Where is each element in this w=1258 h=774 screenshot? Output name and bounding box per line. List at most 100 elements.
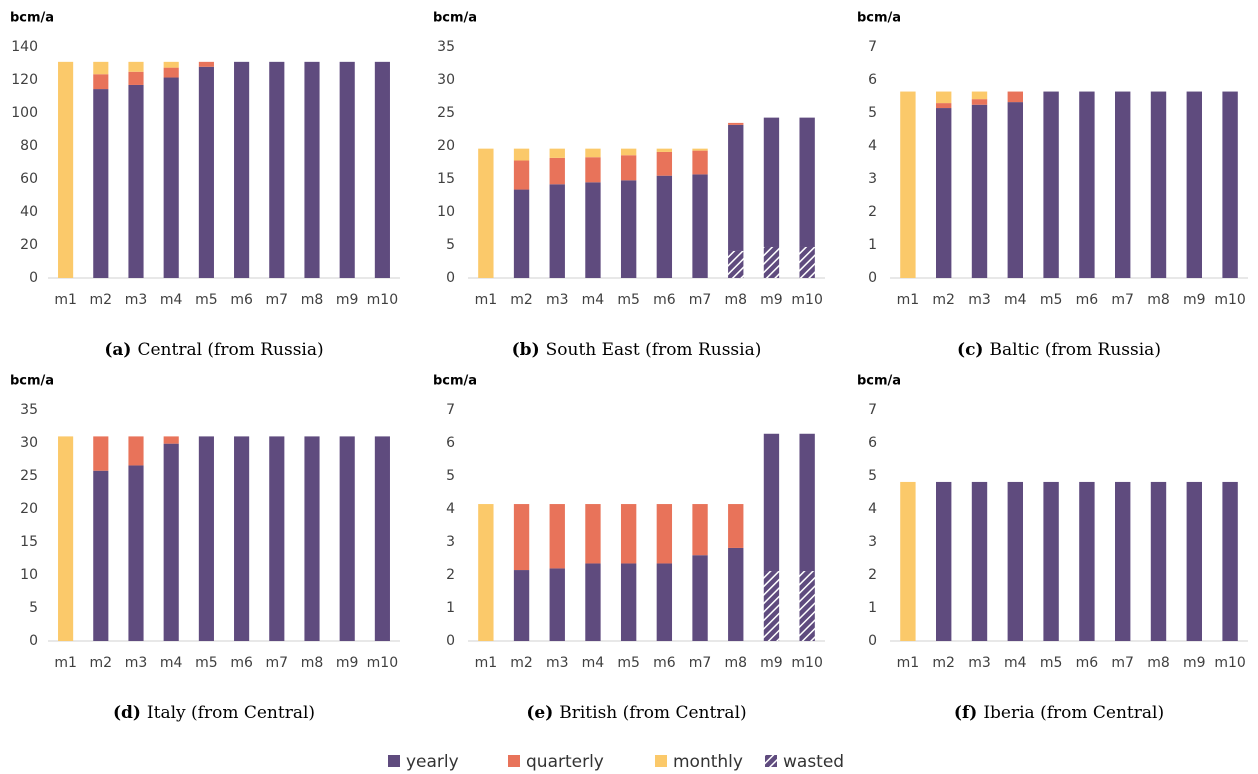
x-tick-label: m6 <box>653 292 676 308</box>
wasted-segment <box>763 571 780 641</box>
bar-segment <box>656 563 673 641</box>
y-tick-label: 7 <box>446 402 455 418</box>
bar-segment <box>799 433 815 572</box>
caption-label: (c) <box>957 340 983 360</box>
x-tick-label: m2 <box>90 292 113 308</box>
bar-segment <box>728 122 744 125</box>
caption-title: British (from Central) <box>559 703 746 723</box>
wasted-segment <box>728 250 744 278</box>
x-tick-label: m9 <box>1183 655 1206 671</box>
x-tick-label: m5 <box>195 655 218 671</box>
bar-segment <box>971 91 988 100</box>
y-tick-label: 40 <box>20 204 38 220</box>
caption-title: Italy (from Central) <box>147 703 315 723</box>
legend-swatch <box>765 755 777 767</box>
bar-segment <box>128 61 144 72</box>
bar-segment <box>234 436 250 641</box>
bar-segment <box>1007 481 1023 641</box>
y-tick-label: 5 <box>868 468 877 484</box>
x-tick-label: m4 <box>1004 292 1027 308</box>
bar-segment <box>900 91 916 278</box>
bar-segment <box>93 61 109 75</box>
caption: (d) Italy (from Central) <box>113 703 315 723</box>
caption: (b) South East (from Russia) <box>512 340 762 360</box>
bar-segment <box>198 66 214 278</box>
bar-segment <box>128 465 144 641</box>
bar-segment <box>620 155 637 181</box>
y-axis-label: bcm/a <box>10 11 54 26</box>
y-tick-label: 4 <box>868 501 877 517</box>
legend-label: quarterly <box>526 752 604 772</box>
bar-segment <box>93 470 109 641</box>
bar-segment <box>513 504 530 571</box>
y-tick-label: 20 <box>437 138 455 154</box>
bar-segment <box>1222 91 1238 278</box>
x-tick-label: m7 <box>689 655 712 671</box>
y-axis-label: bcm/a <box>857 374 901 389</box>
x-tick-label: m4 <box>582 292 605 308</box>
bar-segment <box>1007 91 1023 103</box>
bar-segment <box>936 108 952 278</box>
bar-segment <box>692 504 708 556</box>
y-tick-label: 2 <box>446 567 455 583</box>
y-tick-label: 25 <box>20 468 38 484</box>
bar-segment <box>728 504 744 548</box>
y-tick-label: 0 <box>29 270 38 286</box>
y-tick-label: 6 <box>446 435 455 451</box>
bar-segment <box>936 103 952 109</box>
x-tick-label: m5 <box>195 292 218 308</box>
bar-segment <box>1007 102 1023 278</box>
x-tick-label: m4 <box>1004 655 1027 671</box>
bar-segment <box>936 91 952 104</box>
bar-segment <box>585 504 601 564</box>
x-tick-label: m1 <box>897 292 920 308</box>
x-tick-label: m8 <box>301 292 324 308</box>
wasted-segment <box>799 246 815 278</box>
y-tick-label: 5 <box>446 237 455 253</box>
x-tick-label: m2 <box>932 655 955 671</box>
caption: (e) British (from Central) <box>526 703 746 723</box>
x-tick-label: m3 <box>125 292 148 308</box>
bar-segment <box>1186 91 1202 278</box>
x-tick-label: m9 <box>1183 292 1206 308</box>
bar-segment <box>971 99 988 105</box>
bar-segment <box>692 555 708 641</box>
bar-segment <box>1150 91 1167 278</box>
bar-segment <box>656 504 673 564</box>
bar-segment <box>900 481 916 641</box>
x-tick-label: m2 <box>932 292 955 308</box>
x-tick-label: m3 <box>968 292 991 308</box>
x-tick-label: m6 <box>230 655 253 671</box>
y-tick-label: 60 <box>20 171 38 187</box>
bar-segment <box>692 150 708 175</box>
x-tick-label: m7 <box>1111 292 1134 308</box>
x-tick-label: m1 <box>475 655 498 671</box>
bar-segment <box>692 174 708 278</box>
x-tick-label: m1 <box>897 655 920 671</box>
caption-title: Central (from Russia) <box>137 340 323 360</box>
y-tick-label: 35 <box>20 402 38 418</box>
y-tick-label: 0 <box>446 633 455 649</box>
bar-segment <box>549 568 565 641</box>
bar-segment <box>93 89 109 278</box>
y-tick-label: 0 <box>868 270 877 286</box>
bar-segment <box>163 443 179 641</box>
bar-segment <box>1150 481 1167 641</box>
y-tick-label: 15 <box>437 171 455 187</box>
x-tick-label: m2 <box>510 655 533 671</box>
bar-segment <box>971 104 988 278</box>
x-tick-label: m3 <box>968 655 991 671</box>
x-tick-label: m8 <box>1147 292 1170 308</box>
y-tick-label: 4 <box>446 501 455 517</box>
bar-segment <box>58 61 74 278</box>
bar-segment <box>1115 91 1131 278</box>
x-tick-label: m1 <box>475 292 498 308</box>
bar-segment <box>1043 481 1059 641</box>
y-tick-label: 6 <box>868 72 877 88</box>
x-tick-label: m7 <box>266 292 289 308</box>
y-tick-label: 10 <box>20 567 38 583</box>
bar-segment <box>93 74 109 90</box>
x-tick-label: m10 <box>1214 292 1245 308</box>
x-tick-label: m6 <box>1076 292 1099 308</box>
